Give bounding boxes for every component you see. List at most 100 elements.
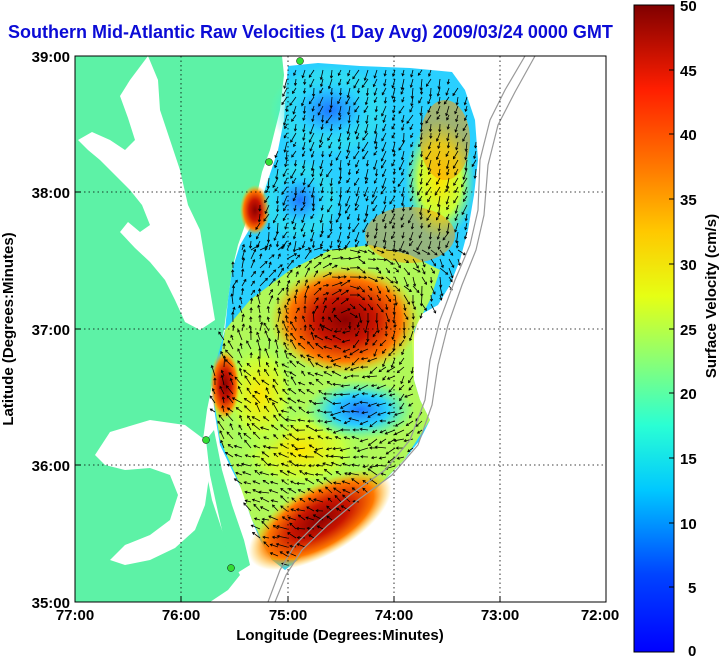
velocity-vector-head [409, 162, 412, 166]
velocity-vector [340, 247, 347, 251]
velocity-vector [289, 96, 297, 106]
velocity-vector-head [336, 297, 340, 301]
velocity-vector-head [373, 152, 377, 156]
velocity-vector-head [289, 102, 293, 106]
velocity-vector [361, 78, 369, 88]
velocity-vector-head [329, 92, 334, 96]
velocity-vector-head [228, 372, 232, 376]
velocity-vector [282, 213, 288, 221]
velocity-vector-head [425, 192, 429, 196]
velocity-vector [309, 400, 315, 404]
velocity-vector [355, 159, 360, 168]
velocity-vector-head [337, 244, 341, 249]
velocity-vector-head [225, 412, 229, 416]
velocity-vector [362, 465, 369, 468]
velocity-vector-head [308, 444, 312, 448]
velocity-vector-head [329, 220, 333, 224]
velocity-vector [300, 204, 306, 211]
velocity-vector-head [307, 488, 311, 492]
velocity-vector [280, 495, 288, 503]
velocity-vector [260, 506, 270, 512]
velocity-vector [313, 287, 322, 296]
velocity-vector-head [357, 255, 362, 259]
velocity-vector-head [282, 173, 286, 177]
velocity-vector [349, 312, 358, 318]
velocity-vector-head [363, 307, 367, 311]
velocity-vector [317, 105, 324, 116]
velocity-vector-head [364, 330, 368, 334]
velocity-vector [261, 451, 270, 458]
velocity-vector-head [381, 92, 385, 96]
velocity-vector-head [381, 211, 385, 215]
velocity-vector [401, 78, 405, 90]
velocity-vector-head [455, 245, 459, 249]
velocity-vector [282, 516, 288, 521]
velocity-vector [347, 87, 351, 98]
velocity-vector [250, 298, 253, 305]
velocity-vector-head [341, 462, 346, 466]
velocity-vector-head [355, 244, 358, 248]
velocity-vector-head [231, 285, 236, 289]
velocity-vector-head [379, 419, 383, 423]
velocity-vector-head [309, 324, 313, 328]
velocity-vector-head [237, 360, 241, 364]
velocity-vector-head [254, 469, 258, 473]
velocity-vector [296, 361, 306, 368]
velocity-vector-head [226, 395, 230, 399]
velocity-vector-head [249, 352, 253, 356]
velocity-vector-head [427, 246, 431, 250]
velocity-vector-head [217, 420, 221, 424]
velocity-vector [333, 487, 342, 494]
velocity-vector-head [325, 365, 329, 369]
velocity-vector-head [405, 433, 409, 437]
velocity-vector [448, 249, 454, 256]
velocity-vector-head [439, 297, 443, 301]
velocity-vector [351, 357, 360, 366]
velocity-vector [331, 307, 336, 314]
x-tick-label: 72:00 [581, 607, 619, 624]
velocity-vector-head [220, 439, 224, 443]
velocity-vector [301, 96, 306, 106]
velocity-vector [401, 195, 405, 206]
velocity-vector [317, 525, 324, 530]
velocity-vector [421, 159, 423, 168]
velocity-vector-head [400, 86, 404, 91]
velocity-vector-head [256, 244, 260, 248]
velocity-vector [352, 339, 360, 348]
velocity-vector [326, 355, 333, 359]
velocity-vector-head [262, 445, 266, 449]
velocity-vector-head [330, 191, 334, 195]
velocity-vector [347, 231, 351, 239]
velocity-vector [464, 114, 468, 121]
velocity-vector [340, 267, 350, 270]
velocity-vector-head [284, 226, 288, 230]
velocity-vector [322, 272, 332, 278]
velocity-vector-head [374, 228, 379, 232]
velocity-vector-head [453, 200, 457, 204]
velocity-vector [230, 335, 234, 341]
velocity-vector-head [393, 432, 398, 436]
velocity-vector-head [316, 409, 321, 413]
velocity-vector [268, 278, 276, 287]
velocity-vector-head [243, 502, 247, 506]
velocity-vector [228, 372, 234, 377]
velocity-vector [385, 429, 396, 435]
velocity-vector-head [304, 471, 308, 475]
velocity-vector-head [340, 456, 344, 460]
velocity-vector-head [433, 310, 437, 314]
velocity-vector-head [242, 471, 246, 475]
velocity-vector-head [367, 442, 371, 446]
velocity-vector [301, 213, 306, 223]
velocity-vector-head [238, 367, 242, 371]
barrier-island [206, 430, 250, 575]
velocity-vector [376, 258, 387, 261]
velocity-vector [465, 150, 468, 160]
velocity-vector-head [276, 534, 280, 538]
velocity-vector [407, 447, 414, 453]
velocity-vector [453, 159, 459, 169]
velocity-vector [380, 429, 387, 433]
velocity-vector [401, 96, 405, 103]
velocity-vector [391, 357, 396, 368]
velocity-vector-head [257, 369, 261, 373]
velocity-vector-head [387, 270, 391, 274]
